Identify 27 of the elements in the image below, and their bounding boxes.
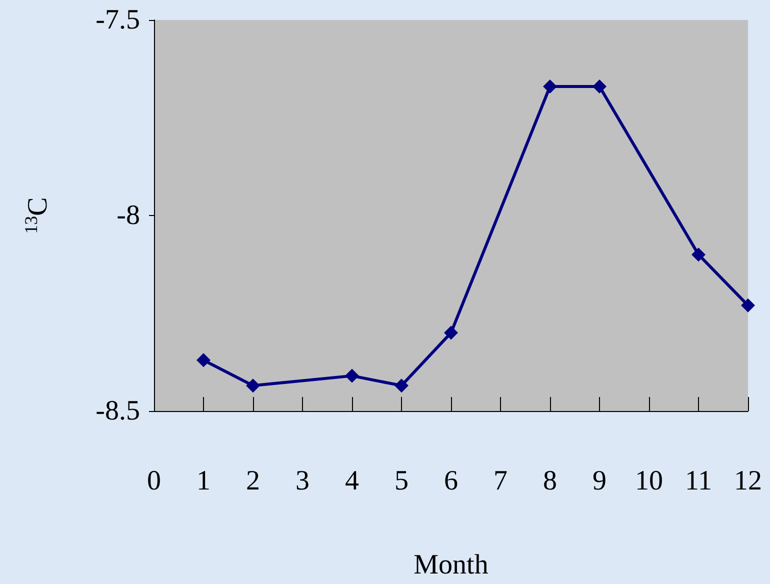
- point: [741, 298, 755, 312]
- x-tick-label: 10: [635, 466, 663, 496]
- point: [592, 79, 606, 94]
- point: [444, 326, 458, 340]
- y-axis-title: 13C: [21, 197, 54, 234]
- y-tick-label: -8: [116, 200, 140, 231]
- point: [394, 378, 408, 393]
- point: [543, 79, 557, 94]
- x-tick-label: 8: [543, 466, 557, 496]
- x-tick-label: 7: [494, 466, 508, 496]
- x-tick-label: 11: [685, 466, 712, 496]
- x-tick-label: 2: [246, 466, 260, 496]
- x-axis-title: Month: [414, 550, 488, 580]
- x-tick-label: 9: [592, 466, 606, 496]
- x-tick-label: 5: [394, 466, 408, 496]
- x-tick-label: 0: [147, 466, 161, 496]
- x-tick-label: 12: [734, 466, 762, 496]
- y-tick-label: -8.5: [96, 396, 140, 426]
- point: [246, 378, 260, 393]
- x-tick-label: 6: [444, 466, 458, 496]
- x-tick-label: 1: [196, 466, 210, 496]
- point: [345, 368, 359, 383]
- point: [196, 353, 210, 368]
- point: [692, 248, 706, 262]
- y-tick-label: -7.5: [96, 4, 140, 36]
- x-tick-label: 3: [296, 466, 310, 496]
- x-tick-label: 4: [345, 466, 359, 496]
